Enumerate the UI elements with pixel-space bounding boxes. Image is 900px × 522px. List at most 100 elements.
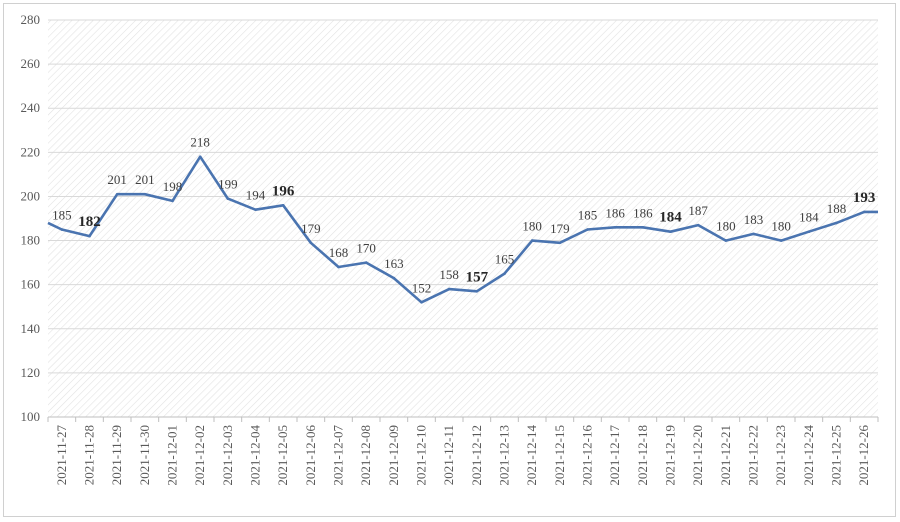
data-point: [696, 223, 700, 227]
y-tick-label: 180: [21, 233, 41, 248]
data-point: [530, 239, 534, 242]
plot-area: [48, 20, 878, 417]
data-point: [364, 261, 368, 264]
data-label: 201: [135, 172, 155, 187]
x-tick-label: 2021-11-29: [109, 425, 124, 485]
x-tick-label: 2021-12-08: [358, 425, 373, 486]
x-tick-label: 2021-12-14: [524, 425, 539, 486]
data-label: 179: [301, 221, 321, 236]
data-point: [835, 221, 838, 225]
gridlines: [48, 19, 878, 418]
data-label: 157: [466, 269, 489, 285]
x-tick-label: 2021-12-11: [441, 425, 456, 485]
y-tick-label: 120: [21, 365, 41, 380]
x-tick-label: 2021-12-06: [303, 425, 318, 486]
data-point: [88, 234, 91, 238]
data-point: [586, 228, 589, 231]
series-line: [47, 155, 878, 304]
data-label: 182: [78, 214, 101, 230]
y-tick-label: 200: [21, 188, 41, 203]
data-labels: 185 182 201 201 198 218 199 194 196 179 168 170 163 1…: [52, 135, 875, 296]
x-tick-label: 2021-11-30: [137, 425, 152, 485]
data-label: 165: [495, 252, 515, 267]
data-label: 158: [439, 267, 459, 282]
data-label: 186: [605, 205, 625, 220]
x-tick-label: 2021-12-03: [220, 425, 235, 486]
data-point: [503, 272, 506, 275]
data-label: 168: [329, 245, 349, 260]
y-tick-label: 100: [21, 409, 41, 424]
data-point: [171, 199, 174, 203]
x-tick-label: 2021-12-21: [718, 425, 733, 486]
x-tick-label: 2021-12-07: [331, 425, 346, 486]
x-tick-label: 2021-12-17: [607, 425, 622, 486]
data-point: [613, 226, 617, 229]
axes: 100 120 140 160 180 200 220 240 260 280 2021-11-27…: [21, 12, 879, 486]
data-label: 170: [356, 241, 376, 256]
x-tick-label: 2021-12-01: [165, 425, 180, 486]
x-tick-label: 2021-12-09: [386, 425, 401, 486]
data-point: [779, 239, 783, 242]
x-tick-label: 2021-12-10: [414, 425, 429, 486]
data-point: [60, 228, 64, 231]
series-polyline: [47, 155, 878, 304]
data-point: [752, 232, 755, 236]
data-label: 179: [550, 221, 570, 236]
data-label: 196: [272, 183, 295, 199]
data-label: 199: [218, 177, 238, 192]
data-point: [254, 208, 257, 211]
data-point: [337, 265, 340, 269]
data-point: [281, 203, 285, 207]
data-point: [862, 210, 866, 214]
data-point: [226, 197, 230, 200]
data-point: [641, 226, 645, 229]
data-point: [669, 230, 672, 234]
x-tick-label: 2021-12-19: [663, 425, 678, 486]
x-tick-label: 2021-12-26: [856, 425, 871, 486]
data-label: 201: [107, 172, 127, 187]
data-label: 218: [190, 135, 210, 150]
data-label: 184: [659, 210, 682, 226]
x-tick-label: 2021-12-24: [801, 425, 816, 486]
data-label: 163: [384, 256, 404, 271]
data-point: [447, 287, 451, 291]
x-tick-label: 2021-12-12: [469, 425, 484, 486]
data-label: 180: [771, 219, 791, 234]
data-label: 194: [246, 188, 266, 203]
data-point: [198, 155, 202, 159]
data-point: [475, 289, 479, 293]
y-tick-label: 140: [21, 321, 41, 336]
data-label: 186: [633, 205, 653, 220]
x-tick-label: 2021-11-27: [54, 425, 69, 486]
data-label: 193: [853, 190, 876, 206]
data-label: 188: [827, 201, 847, 216]
data-point: [392, 276, 396, 280]
x-tick-label: 2021-12-02: [192, 425, 207, 486]
x-tick-label: 2021-12-23: [773, 425, 788, 486]
data-label: 183: [744, 212, 764, 227]
y-tick-label: 220: [21, 144, 41, 159]
x-tick-label: 2021-12-13: [497, 425, 512, 486]
y-tick-label: 160: [21, 277, 41, 292]
data-point: [807, 230, 811, 234]
x-tick-label: 2021-12-20: [690, 425, 705, 486]
data-point: [309, 241, 313, 245]
data-label: 152: [412, 280, 432, 295]
y-tick-label: 260: [21, 56, 41, 71]
data-label: 185: [52, 208, 72, 223]
x-tick-label: 2021-12-04: [248, 425, 263, 486]
data-label: 198: [163, 179, 183, 194]
y-tick-label: 280: [21, 12, 41, 27]
data-point: [420, 301, 423, 304]
data-label: 187: [688, 203, 708, 218]
y-tick-label: 240: [21, 100, 41, 115]
data-point: [115, 192, 119, 196]
data-label: 180: [522, 219, 542, 234]
x-tick-label: 2021-12-16: [580, 425, 595, 486]
x-tick-label: 2021-12-05: [275, 425, 290, 486]
x-tick-label: 2021-12-25: [829, 425, 844, 486]
data-label: 184: [799, 210, 819, 225]
x-tick-label: 2021-11-28: [82, 425, 97, 485]
data-label: 185: [578, 208, 598, 223]
